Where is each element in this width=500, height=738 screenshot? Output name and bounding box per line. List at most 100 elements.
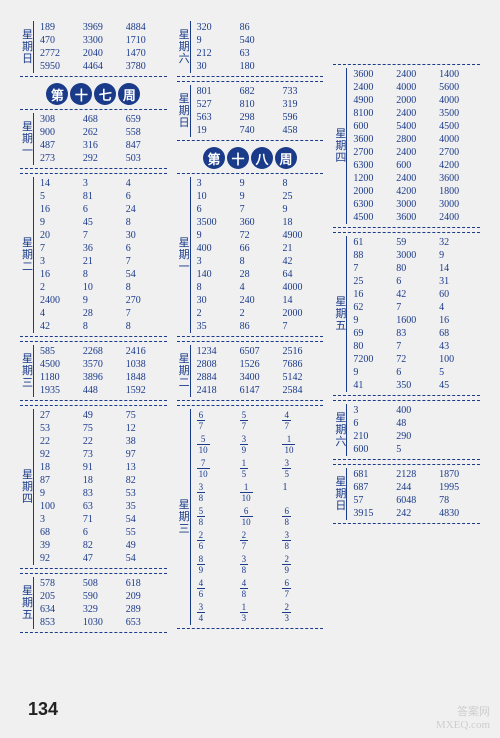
- day-label-thu2: 星期四: [335, 68, 347, 224]
- table-cell: 1038: [124, 358, 167, 371]
- table-row: 16854: [38, 268, 167, 281]
- table-row: 578508618: [38, 577, 167, 590]
- table-row: 450035701038: [38, 358, 167, 371]
- fraction: 48: [240, 578, 249, 599]
- day-label-mon: 星期一: [22, 113, 34, 165]
- table-cell: 209: [124, 590, 167, 603]
- fraction-denominator: 10: [197, 445, 210, 455]
- table-cell: 3600: [394, 211, 437, 224]
- table-cell: 18: [280, 216, 323, 229]
- table-cell: 801: [195, 85, 238, 98]
- table-cell: 8: [238, 255, 281, 268]
- table-row: 123465072516: [195, 345, 324, 358]
- grid-c1-sun: 1893969488447033001710277220401470595044…: [38, 21, 167, 73]
- table-cell: 3400: [238, 371, 281, 384]
- table-cell: 4200: [394, 185, 437, 198]
- table-cell: 39: [38, 539, 81, 552]
- table-row: 595044643780: [38, 60, 167, 73]
- table-cell: 3: [38, 255, 81, 268]
- table-cell: 3969: [81, 21, 124, 34]
- table-cell: 82: [124, 474, 167, 487]
- day-label-char: 三: [22, 377, 33, 389]
- table-cell: 22: [38, 435, 81, 448]
- table-cell: 73: [81, 448, 124, 461]
- table-row: 871882: [38, 474, 167, 487]
- table-cell: 5: [437, 366, 480, 379]
- day-label-char: 三: [179, 523, 190, 535]
- fraction-denominator: 10: [197, 469, 210, 479]
- table-cell: 2884: [195, 371, 238, 384]
- table-cell: 4900: [280, 229, 323, 242]
- fraction-denominator: 9: [240, 445, 249, 455]
- table-cell: 289: [124, 603, 167, 616]
- table-row: 25631: [351, 275, 480, 288]
- table-cell: 3: [351, 404, 394, 417]
- table-cell: 6: [124, 242, 167, 255]
- table-row: 924754: [38, 552, 167, 565]
- table-cell: 740: [238, 124, 281, 137]
- week-17-badge: 第十七周: [20, 83, 167, 105]
- fraction: 13: [240, 602, 249, 623]
- table-cell: 810: [238, 98, 281, 111]
- table-cell: 244: [394, 481, 437, 494]
- table-cell: 1710: [124, 34, 167, 47]
- table-cell: 1592: [124, 384, 167, 397]
- table-cell: 4: [124, 177, 167, 190]
- fraction-denominator: 4: [197, 613, 206, 623]
- block-c2-mon: 星期一 398109256793500360189724900400662138…: [177, 173, 324, 337]
- fraction: 110: [240, 482, 253, 503]
- day-label-char: 期: [179, 249, 190, 261]
- table-cell: 4884: [124, 21, 167, 34]
- table-cell: 468: [81, 113, 124, 126]
- day-label-char: 期: [335, 424, 346, 436]
- table-cell: 7: [124, 307, 167, 320]
- table-row: 4288: [38, 320, 167, 333]
- table-cell: 4000: [437, 133, 480, 146]
- table-cell: 600: [351, 120, 394, 133]
- table-cell: 2: [238, 307, 281, 320]
- table-cell: 27: [238, 529, 281, 553]
- table-cell: 5: [38, 190, 81, 203]
- fraction-denominator: 7: [282, 421, 291, 431]
- table-cell: 600: [351, 443, 394, 456]
- fraction-numerator: 3: [282, 458, 291, 469]
- table-cell: 14: [38, 177, 81, 190]
- week-18-badge: 第十八周: [177, 147, 324, 169]
- fraction-numerator: 1: [240, 482, 253, 493]
- block-c1-fri: 星期五 578508618205590209634329289853103065…: [20, 573, 167, 633]
- table-cell: 15: [238, 457, 281, 481]
- table-row: 270024002700: [351, 146, 480, 159]
- table-cell: 49: [81, 409, 124, 422]
- table-cell: 2772: [38, 47, 81, 60]
- table-cell: 210: [351, 430, 394, 443]
- day-label-thu: 星期四: [22, 409, 34, 565]
- week-badge-char: 周: [275, 147, 297, 169]
- grid-c1-wed: 5852268241645003570103811803896184819354…: [38, 345, 167, 397]
- fraction: 67: [282, 578, 291, 599]
- table-row: 19354481592: [38, 384, 167, 397]
- table-cell: 273: [38, 152, 81, 165]
- table-cell: 847: [124, 139, 167, 152]
- day-label-char: 星: [22, 353, 33, 365]
- day-label-char: 一: [22, 145, 33, 157]
- fraction-numerator: 3: [197, 482, 206, 493]
- fraction: 15: [240, 458, 249, 479]
- table-cell: 6: [81, 203, 124, 216]
- table-cell: 9: [81, 294, 124, 307]
- table-cell: 2584: [280, 384, 323, 397]
- table-row: 32086: [195, 21, 324, 34]
- table-cell: 659: [124, 113, 167, 126]
- table-cell: 1234: [195, 345, 238, 358]
- table-cell: [280, 47, 323, 60]
- table-cell: 4: [238, 281, 281, 294]
- table-cell: 329: [81, 603, 124, 616]
- table-cell: 21: [81, 255, 124, 268]
- table-cell: 42: [38, 320, 81, 333]
- table-cell: 4000: [394, 81, 437, 94]
- day-label-char: 四: [22, 493, 33, 505]
- table-cell: 88: [351, 249, 394, 262]
- week-badge-char: 七: [94, 83, 116, 105]
- table-cell: 30: [124, 229, 167, 242]
- grid-c3-sat: 34006482102906005: [351, 404, 480, 456]
- table-cell: [280, 60, 323, 73]
